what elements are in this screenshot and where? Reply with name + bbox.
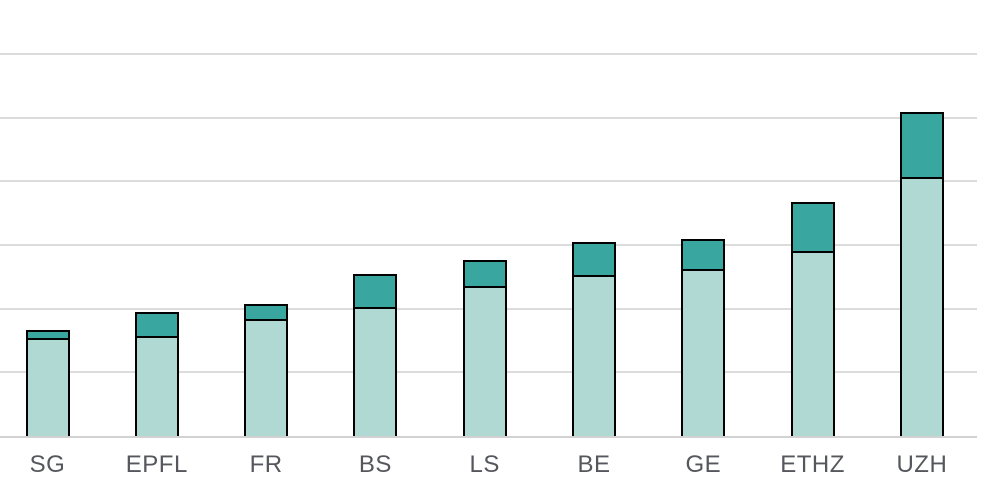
bar-group-epfl xyxy=(134,311,179,436)
bar-segment-upper-epfl xyxy=(136,311,177,338)
x-axis-label-sg: SG xyxy=(29,451,66,478)
x-axis-label-ls: LS xyxy=(469,451,500,478)
bar-segment-lower-ls xyxy=(464,288,505,436)
bar-group-ethz xyxy=(790,202,835,436)
bar-group-be xyxy=(572,242,616,436)
bar-segment-lower-fr xyxy=(246,321,287,436)
x-axis-line xyxy=(0,436,977,438)
bar-segment-upper-uzh xyxy=(901,111,942,180)
bar-segment-upper-bs xyxy=(355,274,396,310)
x-axis-label-bs: BS xyxy=(358,451,392,478)
bar-segment-upper-be xyxy=(574,242,614,277)
bar-segment-lower-epfl xyxy=(136,337,177,436)
bar-segment-lower-ethz xyxy=(792,252,833,436)
bar-group-sg xyxy=(25,330,70,436)
gridline xyxy=(0,116,977,119)
bar-segment-lower-sg xyxy=(27,340,68,436)
x-axis-label-be: BE xyxy=(577,451,611,478)
bar-segment-upper-ls xyxy=(464,259,505,289)
bar-segment-upper-ethz xyxy=(792,202,833,253)
bar-group-fr xyxy=(244,303,289,436)
x-axis-label-uzh: UZH xyxy=(896,451,948,478)
bar-segment-upper-sg xyxy=(27,330,68,341)
gridline xyxy=(0,243,977,246)
gridline xyxy=(0,52,977,55)
bar-group-uzh xyxy=(899,111,944,436)
bar-group-bs xyxy=(353,274,398,436)
bar-segment-upper-fr xyxy=(246,303,287,322)
bar-segment-lower-bs xyxy=(355,309,396,436)
x-axis-label-epfl: EPFL xyxy=(125,451,188,478)
x-axis-label-ge: GE xyxy=(685,451,722,478)
x-axis-label-ethz: ETHZ xyxy=(780,451,845,478)
bar-group-ge xyxy=(681,238,726,436)
bar-segment-lower-ge xyxy=(683,271,724,436)
bar-segment-upper-ge xyxy=(683,238,724,271)
bar-segment-lower-uzh xyxy=(901,179,942,436)
gridline xyxy=(0,180,977,183)
bar-segment-lower-be xyxy=(574,276,614,436)
bar-group-ls xyxy=(462,259,507,436)
x-axis-label-fr: FR xyxy=(249,451,283,478)
